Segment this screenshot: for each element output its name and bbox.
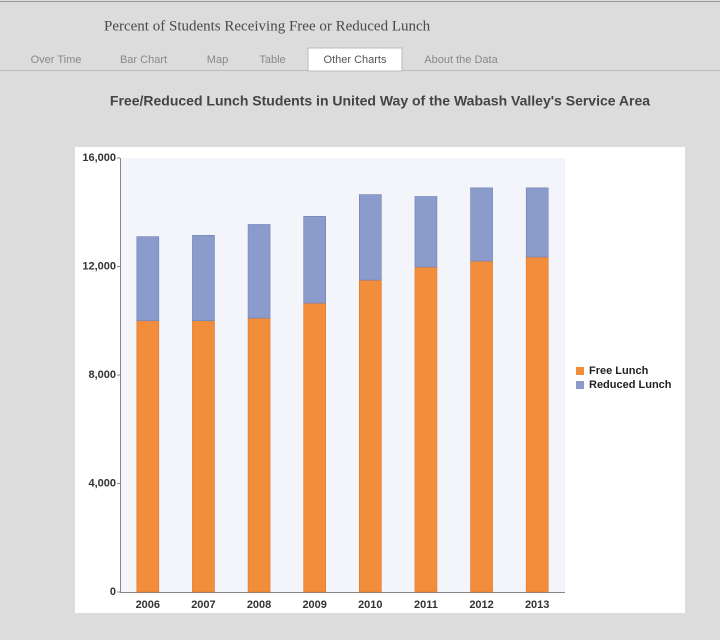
bar-segment [136, 236, 160, 322]
bar-segment [247, 317, 271, 593]
bar-segment [136, 320, 160, 593]
bar-segment [192, 235, 215, 322]
x-tick-label: 2007 [191, 599, 215, 611]
legend-label: Free Lunch [589, 365, 649, 377]
bar-segment [470, 187, 493, 262]
bar-segment [247, 224, 271, 319]
bar-segment [303, 302, 326, 593]
tab[interactable]: About the Data [424, 54, 498, 66]
page-title: Percent of Students Receiving Free or Re… [104, 18, 431, 34]
bar-segment [414, 266, 438, 593]
bar-segment [470, 260, 493, 593]
y-tick-label: 4,000 [88, 477, 116, 489]
tab-active[interactable] [307, 47, 403, 72]
x-tick-label: 2009 [302, 599, 326, 611]
chart-title: Free/Reduced Lunch Students in United Wa… [110, 93, 650, 109]
x-tick-label: 2011 [414, 599, 438, 611]
bar-segment [525, 256, 549, 593]
bar-segment [359, 279, 382, 593]
bar-segment [414, 196, 438, 268]
tab[interactable]: Bar Chart [120, 54, 167, 66]
x-tick-label: 2013 [525, 599, 549, 611]
legend-swatch [576, 367, 584, 375]
bar-segment [525, 187, 549, 258]
y-tick-label: 16,000 [82, 152, 116, 164]
x-tick-label: 2008 [247, 599, 271, 611]
bar-segment [192, 320, 215, 593]
legend-label: Reduced Lunch [589, 379, 672, 391]
tab[interactable]: Other Charts [324, 54, 387, 66]
y-tick-label: 12,000 [82, 260, 116, 272]
plot-area [120, 158, 565, 592]
x-tick-label: 2006 [136, 599, 160, 611]
legend-swatch [576, 381, 584, 389]
tab[interactable]: Over Time [31, 54, 82, 66]
bar-segment [303, 216, 326, 304]
tab[interactable]: Table [259, 54, 285, 66]
y-tick-label: 0 [110, 586, 116, 598]
tab[interactable]: Map [207, 54, 228, 66]
x-tick-label: 2010 [358, 599, 382, 611]
x-tick-label: 2012 [469, 599, 493, 611]
bar-segment [359, 194, 382, 281]
y-tick-label: 8,000 [88, 369, 116, 381]
